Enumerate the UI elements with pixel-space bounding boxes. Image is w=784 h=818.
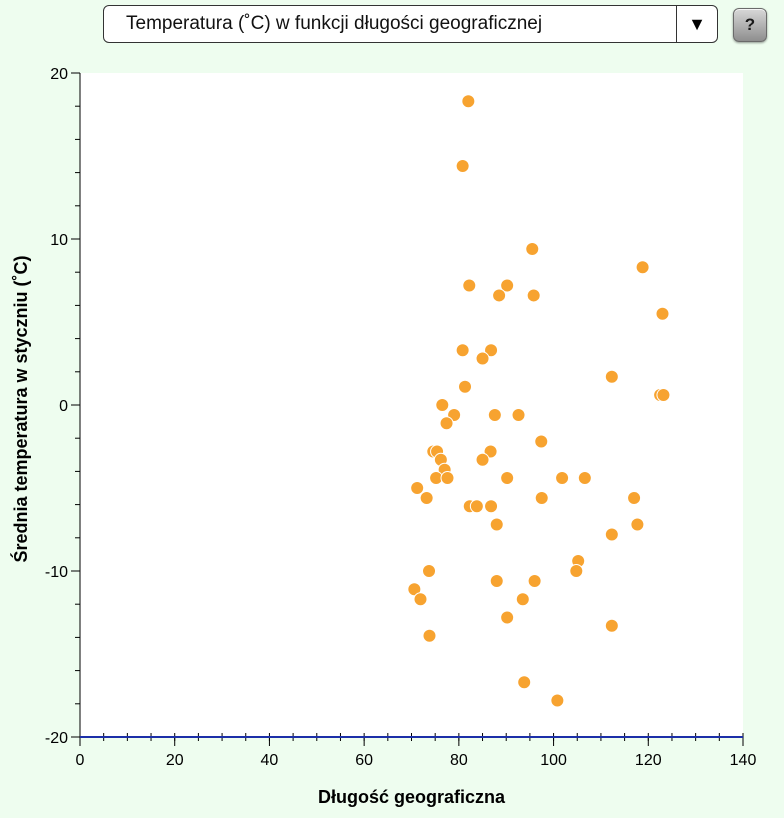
x-tick-label: 140: [730, 752, 757, 769]
y-tick-label: 0: [59, 398, 68, 415]
data-point: [656, 388, 671, 403]
data-point: [419, 490, 434, 505]
data-point: [527, 573, 542, 588]
data-point: [469, 499, 484, 514]
data-point: [458, 379, 473, 394]
x-tick-label: 100: [540, 752, 567, 769]
help-button[interactable]: ?: [733, 8, 767, 42]
data-point: [413, 592, 428, 607]
x-tick-label: 120: [635, 752, 662, 769]
data-point: [475, 351, 490, 366]
data-point: [440, 471, 455, 486]
data-point: [407, 582, 422, 597]
x-tick-label: 60: [355, 752, 373, 769]
data-point: [525, 241, 540, 256]
chart-type-dropdown[interactable]: Temperatura (˚C) w funkcji długości geog…: [103, 5, 718, 43]
data-point: [627, 490, 642, 505]
data-point: [455, 158, 470, 173]
chevron-down-icon[interactable]: ▼: [676, 6, 717, 42]
data-point: [630, 517, 645, 532]
data-point: [500, 610, 515, 625]
data-point: [511, 407, 526, 422]
data-point: [422, 564, 437, 578]
axis-ticks: -20 -10 0 10 20 0 20 40 60 80 100 120 140: [45, 66, 757, 769]
y-axis-title: Średnia temperatura w styczniu (˚C): [10, 255, 31, 562]
x-tick-label: 80: [450, 752, 468, 769]
data-points: [407, 94, 671, 708]
data-point: [439, 416, 454, 431]
data-point: [517, 675, 532, 690]
data-point: [422, 628, 437, 643]
data-point: [475, 452, 490, 467]
y-tick-label: 20: [50, 66, 68, 83]
data-point: [489, 573, 504, 588]
data-point: [604, 618, 619, 633]
data-point: [655, 306, 670, 321]
data-point: [534, 490, 549, 505]
data-point: [492, 288, 507, 303]
x-axis-title: Długość geograficzna: [318, 787, 506, 807]
x-tick-label: 40: [261, 752, 279, 769]
data-point: [635, 260, 650, 275]
data-point: [526, 288, 541, 303]
data-point: [577, 471, 592, 486]
data-point: [550, 693, 565, 708]
data-point: [534, 434, 549, 449]
data-point: [410, 481, 425, 495]
data-point: [462, 278, 477, 293]
data-point: [484, 499, 499, 514]
data-point: [515, 592, 530, 607]
data-point: [555, 471, 570, 486]
x-tick-label: 0: [76, 752, 85, 769]
data-point: [489, 517, 504, 532]
data-point: [500, 278, 515, 293]
plot-area: [80, 73, 743, 737]
data-point: [455, 343, 470, 358]
data-point: [569, 564, 584, 578]
data-point: [500, 471, 515, 486]
data-point: [484, 343, 499, 358]
y-tick-label: -10: [45, 564, 68, 581]
data-point: [487, 407, 502, 422]
data-point: [604, 369, 619, 384]
y-tick-label: -20: [45, 730, 68, 747]
y-tick-label: 10: [50, 232, 68, 249]
axes: [79, 73, 743, 738]
data-point: [461, 94, 476, 109]
x-tick-label: 20: [166, 752, 184, 769]
dropdown-selected-label: Temperatura (˚C) w funkcji długości geog…: [126, 13, 543, 34]
data-point: [604, 527, 619, 542]
data-point: [435, 398, 450, 412]
